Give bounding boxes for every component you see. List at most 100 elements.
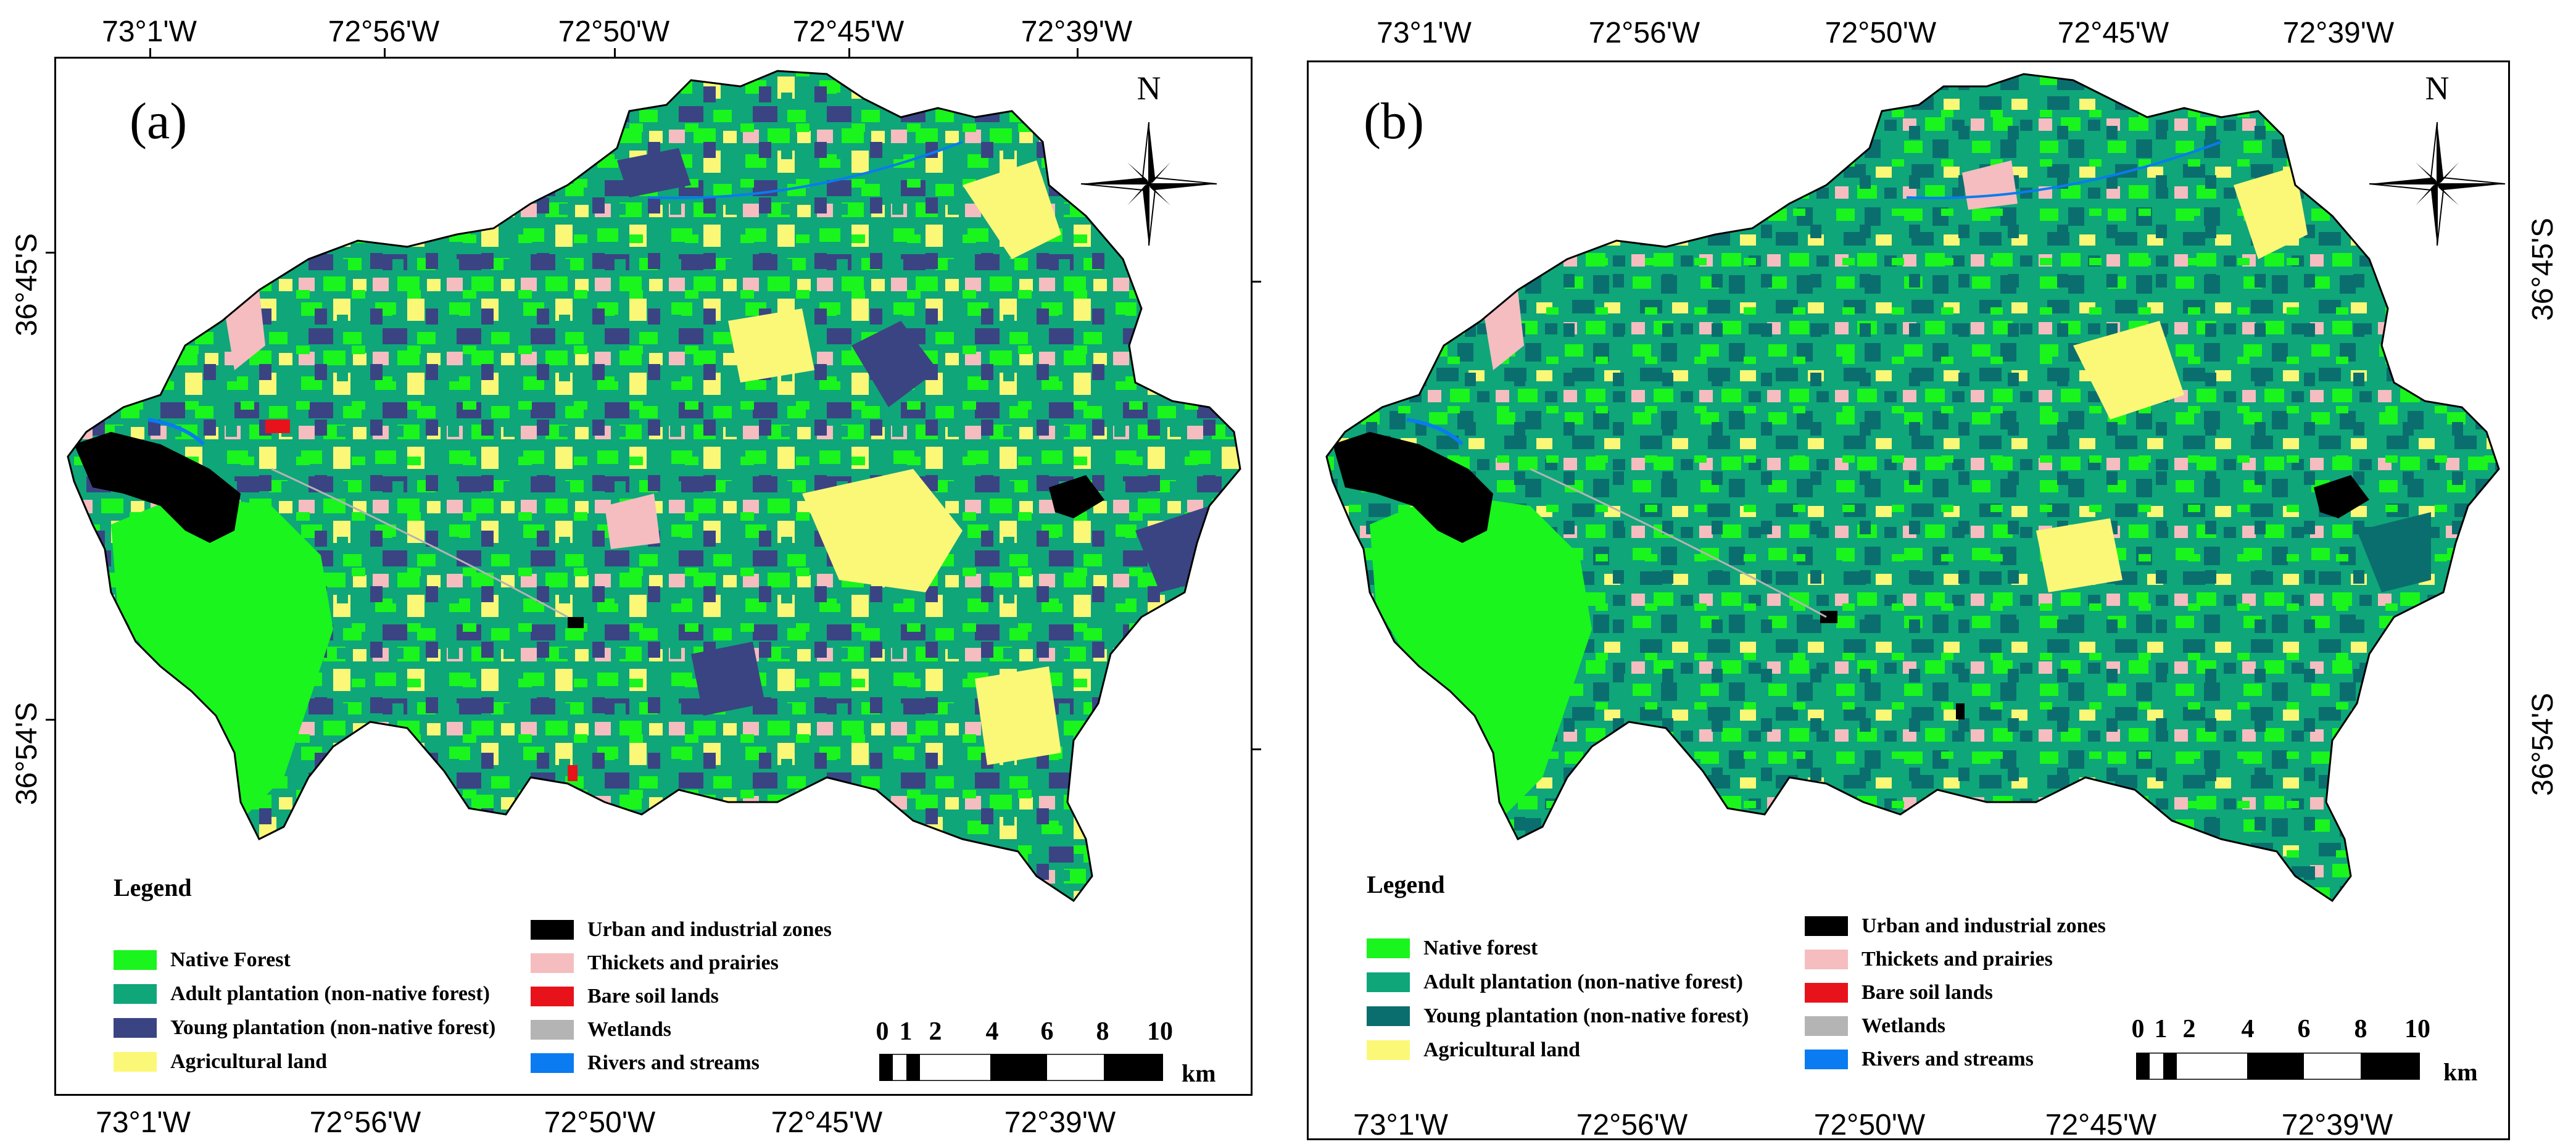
swatch [114,984,157,1004]
legend-label: Native forest [1423,937,1538,959]
swatch [1367,1006,1410,1026]
legend-item-thickets: Thickets and prairies [531,951,779,975]
top-lon-label: 72°50'W [558,15,670,48]
scale-tick-label: 8 [1096,1017,1109,1046]
legend-item-thickets: Thickets and prairies [1805,948,2053,971]
swatch [1805,950,1848,969]
legend-item-young-plantation: Young plantation (non-native forest) [114,1016,495,1040]
tick [384,48,386,58]
legend-item-adult-plantation: Adult plantation (non-native forest) [114,982,490,1006]
tick [1077,48,1079,58]
legend-item-urban: Urban and industrial zones [1805,914,2106,938]
panel-label-b: (b) [1364,93,1424,150]
bottom-lon-label: 72°50'W [1813,1109,1926,1141]
north-label: N [2425,70,2450,107]
tick [614,48,616,58]
legend-label: Agricultural land [1423,1038,1581,1061]
legend-item-agricultural: Agricultural land [1367,1038,1580,1062]
legend-label: Thickets and prairies [587,951,779,974]
scale-tick-label: 6 [2297,1015,2311,1043]
legend-label: Bare soil lands [587,985,719,1008]
legend-label: Adult plantation (non-native forest) [1423,971,1743,993]
legend-label: Young plantation (non-native forest) [1423,1004,1749,1027]
scale-tick-label: 4 [985,1017,999,1046]
scale-tick-label: 8 [2354,1015,2367,1043]
scale-bar [879,1054,1163,1081]
north-label: N [1137,70,1161,107]
legend-label: Bare soil lands [1862,981,1993,1004]
compass-rose-icon [1080,122,1217,246]
scale-tick-label: 1 [2154,1015,2168,1043]
bottom-lon-label: 72°45'W [771,1106,883,1139]
scale-unit: km [2443,1058,2478,1086]
legend-label: Urban and industrial zones [1862,914,2106,937]
top-lon-label: 72°56'W [328,15,440,48]
top-lon-label: 73°1'W [102,15,197,48]
legend-item-urban: Urban and industrial zones [531,918,832,942]
swatch [114,1052,157,1072]
bottom-lon-label: 72°50'W [544,1106,656,1139]
scale-tick-label: 2 [2182,1015,2196,1043]
swatch [114,950,157,970]
legend-label: Thickets and prairies [1862,948,2053,971]
swatch [531,987,574,1006]
scale-tick-label: 0 [2131,1015,2145,1043]
legend-item-wetlands: Wetlands [531,1018,671,1041]
top-lon-label: 72°39'W [1021,15,1133,48]
legend-item-bare-soil: Bare soil lands [531,985,719,1008]
top-lon-label: 73°1'W [1377,17,1472,49]
scale-tick-label: 1 [899,1017,913,1046]
top-lon-label: 72°45'W [2057,17,2169,49]
scale-tick-label: 10 [1147,1017,1173,1046]
legend-title: Legend [1367,871,1445,898]
legend-label: Urban and industrial zones [587,918,832,941]
legend-item-native-forest: Native forest [1367,937,1538,960]
panel-label-a: (a) [130,93,188,150]
bottom-lon-label: 73°1'W [96,1106,191,1139]
legend-item-wetlands: Wetlands [1805,1014,1945,1038]
swatch [531,920,574,940]
scale-tick-label: 0 [876,1017,889,1046]
scale-tick-label: 6 [1040,1017,1054,1046]
top-lon-label: 72°50'W [1824,17,1937,49]
swatch [1805,1050,1848,1069]
legend-item-agricultural: Agricultural land [114,1050,327,1074]
scale-tick-label: 10 [2404,1015,2430,1043]
legend-item-native-forest: Native Forest [114,948,291,972]
legend-label: Adult plantation (non-native forest) [170,982,490,1005]
bottom-lon-label: 72°45'W [2045,1109,2157,1141]
scale-bar [2136,1053,2420,1080]
legend-label: Native Forest [170,948,291,971]
swatch [531,953,574,973]
swatch [1805,1016,1848,1036]
bottom-lon-label: 72°39'W [2281,1109,2393,1141]
legend-label: Agricultural land [170,1050,328,1073]
tick [1251,748,1261,750]
tick [46,719,56,721]
swatch [1367,972,1410,992]
bottom-lon-label: 72°56'W [1576,1109,1688,1141]
bottom-lon-label: 72°56'W [309,1106,421,1139]
swatch [1367,938,1410,958]
tick [149,48,151,58]
legend-item-young-plantation: Young plantation (non-native forest) [1367,1004,1749,1028]
top-lon-label: 72°39'W [2282,17,2395,49]
legend-label: Wetlands [1862,1014,1946,1037]
swatch [1805,983,1848,1003]
top-lon-label: 72°45'W [792,15,905,48]
legend-label: Rivers and streams [1862,1048,2034,1070]
swatch [114,1018,157,1038]
swatch [1367,1040,1410,1060]
swatch [1805,916,1848,936]
scale-tick-label: 2 [929,1017,942,1046]
legend-item-rivers: Rivers and streams [531,1051,760,1075]
top-lon-label: 72°56'W [1588,17,1700,49]
legend-label: Wetlands [587,1018,672,1041]
bottom-lon-label: 73°1'W [1353,1109,1448,1141]
scale-unit: km [1182,1059,1216,1087]
tick [848,48,850,58]
bottom-lon-label: 72°39'W [1004,1106,1116,1139]
scale-tick-label: 4 [2241,1015,2255,1043]
legend-label: Rivers and streams [587,1051,760,1074]
